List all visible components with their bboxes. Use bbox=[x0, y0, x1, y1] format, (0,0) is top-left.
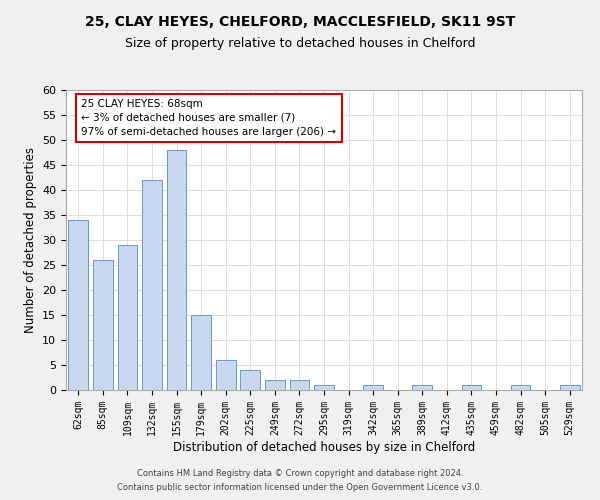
X-axis label: Distribution of detached houses by size in Chelford: Distribution of detached houses by size … bbox=[173, 440, 475, 454]
Bar bbox=[290, 380, 309, 390]
Bar bbox=[461, 385, 481, 390]
Bar bbox=[511, 385, 530, 390]
Text: 25, CLAY HEYES, CHELFORD, MACCLESFIELD, SK11 9ST: 25, CLAY HEYES, CHELFORD, MACCLESFIELD, … bbox=[85, 15, 515, 29]
Bar bbox=[241, 370, 260, 390]
Text: Contains HM Land Registry data © Crown copyright and database right 2024.: Contains HM Land Registry data © Crown c… bbox=[137, 468, 463, 477]
Bar bbox=[265, 380, 284, 390]
Bar bbox=[93, 260, 113, 390]
Bar bbox=[191, 315, 211, 390]
Text: Contains public sector information licensed under the Open Government Licence v3: Contains public sector information licen… bbox=[118, 484, 482, 492]
Bar bbox=[560, 385, 580, 390]
Bar bbox=[68, 220, 88, 390]
Bar bbox=[167, 150, 187, 390]
Bar bbox=[314, 385, 334, 390]
Bar bbox=[118, 245, 137, 390]
Y-axis label: Number of detached properties: Number of detached properties bbox=[23, 147, 37, 333]
Bar bbox=[142, 180, 162, 390]
Bar bbox=[216, 360, 236, 390]
Bar bbox=[364, 385, 383, 390]
Text: Size of property relative to detached houses in Chelford: Size of property relative to detached ho… bbox=[125, 38, 475, 51]
Bar bbox=[412, 385, 432, 390]
Text: 25 CLAY HEYES: 68sqm
← 3% of detached houses are smaller (7)
97% of semi-detache: 25 CLAY HEYES: 68sqm ← 3% of detached ho… bbox=[82, 99, 337, 137]
